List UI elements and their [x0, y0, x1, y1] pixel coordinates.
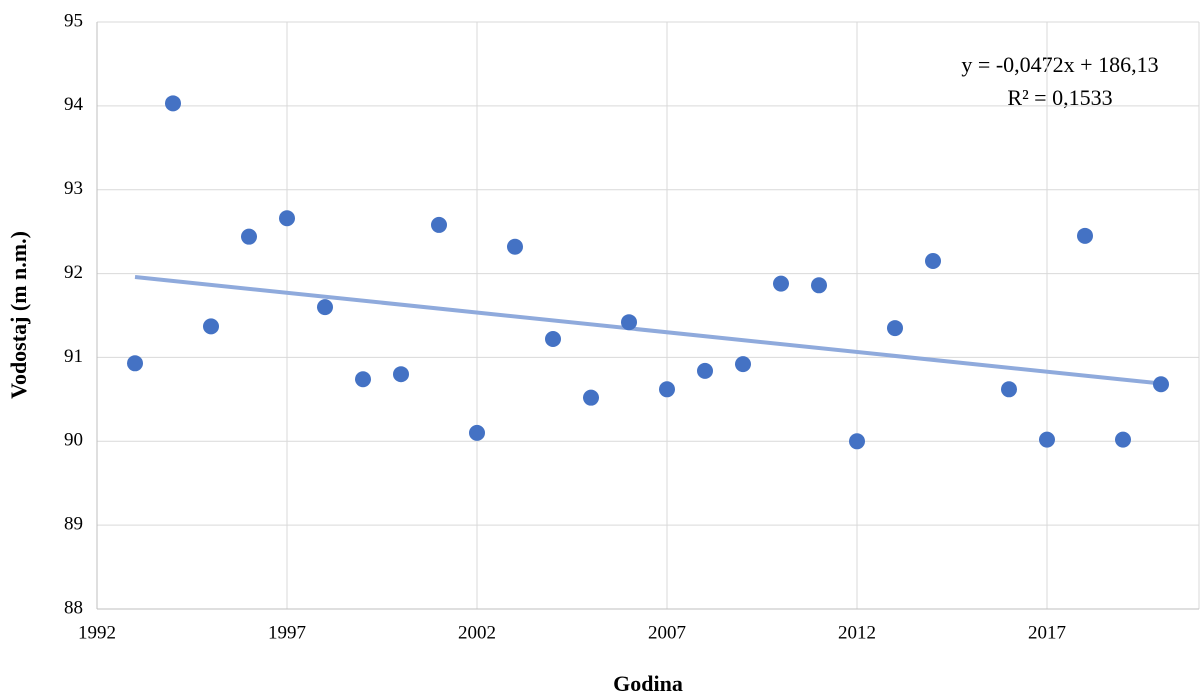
point — [849, 433, 865, 450]
y-tick-label: 88 — [64, 597, 83, 618]
point — [735, 356, 751, 373]
y-tick-label: 91 — [64, 346, 83, 367]
point — [659, 381, 675, 398]
x-tick-label: 2002 — [458, 622, 496, 643]
y-tick-label: 94 — [64, 94, 84, 115]
point — [165, 95, 181, 112]
point — [1001, 381, 1017, 398]
point — [279, 210, 295, 227]
point — [621, 314, 637, 331]
point — [355, 371, 371, 388]
point — [507, 238, 523, 255]
point — [393, 366, 409, 383]
x-tick-label: 2007 — [648, 622, 686, 643]
point — [925, 252, 941, 269]
point — [127, 355, 143, 372]
point — [431, 216, 447, 233]
point — [469, 424, 485, 441]
point — [887, 320, 903, 337]
y-tick-label: 90 — [64, 430, 83, 451]
point — [241, 228, 257, 245]
y-tick-label: 95 — [64, 10, 83, 31]
x-tick-label: 1992 — [78, 622, 116, 643]
point — [1039, 431, 1055, 448]
point — [545, 330, 561, 347]
y-tick-label: 92 — [64, 262, 83, 283]
point — [773, 275, 789, 292]
point — [203, 318, 219, 335]
x-tick-label: 2012 — [838, 622, 876, 643]
point — [583, 389, 599, 406]
y-tick-label: 93 — [64, 178, 83, 199]
x-axis-label: Godina — [613, 671, 683, 696]
point — [317, 299, 333, 316]
point — [1077, 227, 1093, 244]
x-tick-label: 2017 — [1028, 622, 1066, 643]
y-axis-label: Vodostaj (m n.m.) — [6, 231, 31, 399]
trendline — [134, 275, 1162, 386]
point — [811, 277, 827, 294]
x-tick-label: 1997 — [268, 622, 306, 643]
point — [1115, 431, 1131, 448]
point — [1153, 376, 1169, 393]
y-tick-label: 89 — [64, 514, 83, 535]
point — [697, 362, 713, 379]
trend-equation: y = -0,0472x + 186,13 — [961, 52, 1158, 77]
